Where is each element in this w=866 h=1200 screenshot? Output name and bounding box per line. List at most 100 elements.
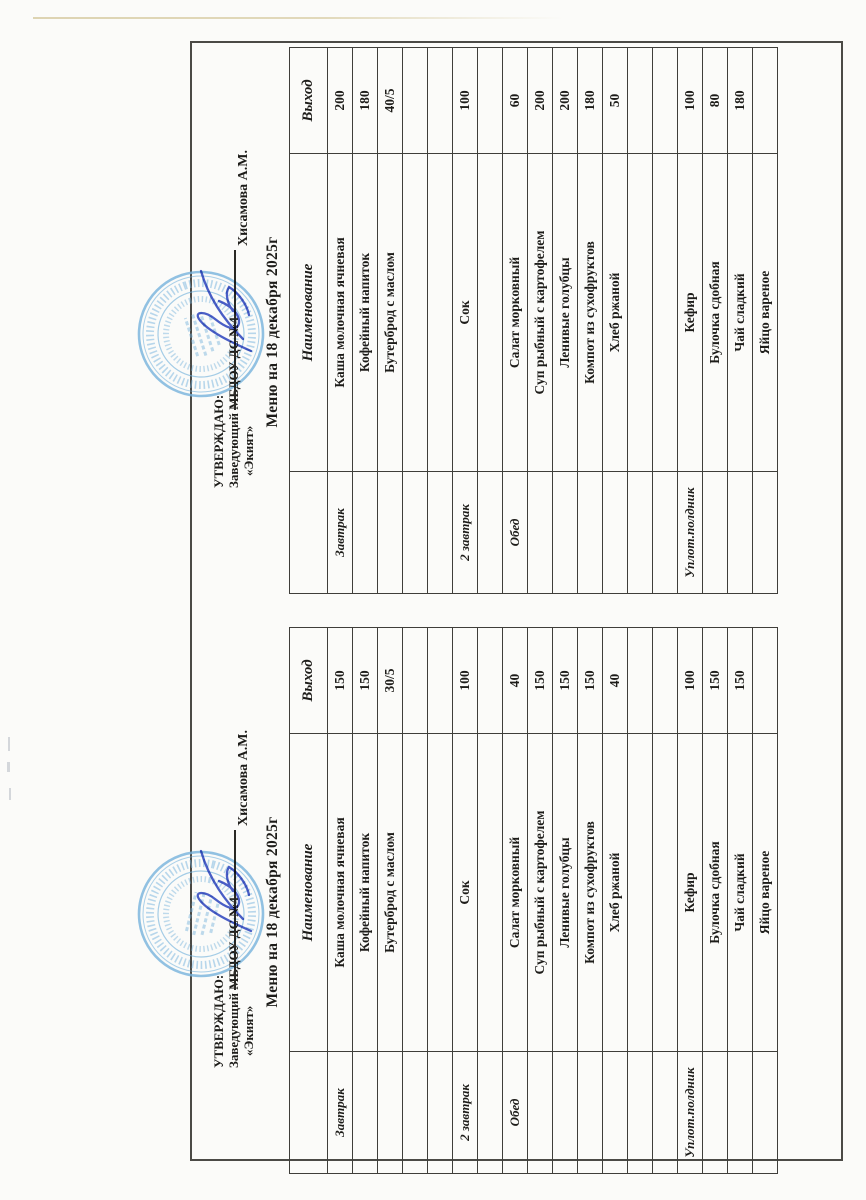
menu-table-header-row: Наименование Выход — [289, 627, 328, 1174]
meal-label-cell — [702, 1051, 728, 1174]
meal-label-cell: Уплот.полдник — [677, 1051, 703, 1174]
menu-table-row: Бутерброд с маслом 40/5 — [377, 47, 403, 594]
dish-name-cell: Кофейный напиток — [352, 733, 378, 1052]
menu-table-row: Обед Салат морковный 40 — [502, 627, 528, 1174]
portion-value-cell: 100 — [452, 47, 478, 154]
dish-name-cell — [427, 153, 453, 472]
dish-name-cell: Компот из сухофруктов — [577, 153, 603, 472]
dish-name-cell: Кефир — [677, 733, 703, 1052]
meal-label-cell — [627, 1051, 653, 1174]
dish-name-cell: Бутерброд с маслом — [377, 733, 403, 1052]
meal-label-cell: 2 завтрак — [452, 1051, 478, 1174]
portion-value-cell: 150 — [552, 627, 578, 734]
scan-edge-mark — [8, 737, 10, 751]
portion-value-cell: 50 — [602, 47, 628, 154]
menu-table-row: Хлеб ржаной 40 — [602, 627, 628, 1174]
meal-label-cell — [602, 1051, 628, 1174]
meal-label-cell: Обед — [502, 471, 528, 594]
dish-name-cell: Чай сладкий — [727, 153, 753, 472]
meal-label-cell — [702, 471, 728, 594]
dish-name-cell: Чай сладкий — [727, 733, 753, 1052]
meal-label-cell — [477, 1051, 503, 1174]
menu-table-row: Кофейный напиток 180 — [352, 47, 378, 594]
dish-name-cell: Суп рыбный с картофелем — [527, 153, 553, 472]
menu-table: Наименование Выход Завтрак Каша молочная … — [289, 47, 778, 594]
meal-label-cell — [602, 471, 628, 594]
menu-table-row: Ленивые голубцы 150 — [552, 627, 578, 1174]
menu-table-row: Суп рыбный с картофелем 150 — [527, 627, 553, 1174]
round-stamp-icon — [135, 268, 267, 400]
menu-table-row: Ленивые голубцы 200 — [552, 47, 578, 594]
menu-sheet-1: УТВЕРЖДАЮ: Заведующий МБДОУ ДС №4 «Экият… — [137, 40, 789, 596]
signature-ink — [189, 259, 263, 363]
portion-value-cell: 150 — [702, 627, 728, 734]
dish-name-cell: Булочка сдобная — [702, 733, 728, 1052]
dish-name-cell: Кефир — [677, 153, 703, 472]
menu-table-row: Яйцо вареное — [752, 47, 778, 594]
menu-table-row — [652, 47, 678, 594]
menu-table-row — [652, 627, 678, 1174]
dish-name-cell: Кофейный напиток — [352, 153, 378, 472]
dish-name-cell — [627, 153, 653, 472]
portion-value-cell: 180 — [352, 47, 378, 154]
meal-label-cell — [752, 1051, 778, 1174]
menu-table-row: Обед Салат морковный 60 — [502, 47, 528, 594]
menu-table-row: Булочка сдобная 150 — [702, 627, 728, 1174]
menu-table-row: Чай сладкий 180 — [727, 47, 753, 594]
portion-value-cell: 150 — [577, 627, 603, 734]
menu-table-row: 2 завтрак Сок 100 — [452, 627, 478, 1174]
column-header-name: Наименование — [289, 733, 328, 1052]
menu-table-row: Уплот.полдник Кефир 100 — [677, 47, 703, 594]
dish-name-cell: Компот из сухофруктов — [577, 733, 603, 1052]
column-header-out: Выход — [289, 47, 328, 154]
meal-label-cell — [577, 1051, 603, 1174]
portion-value-cell — [402, 47, 428, 154]
dish-name-cell: Булочка сдобная — [702, 153, 728, 472]
meal-label-cell — [352, 471, 378, 594]
meal-label-cell — [552, 1051, 578, 1174]
menu-table-row — [627, 47, 653, 594]
meal-label-cell — [577, 471, 603, 594]
scan-artifact-line — [33, 17, 563, 19]
meal-label-cell — [402, 471, 428, 594]
portion-value-cell — [627, 47, 653, 154]
portion-value-cell — [477, 627, 503, 734]
meal-label-cell — [377, 1051, 403, 1174]
portion-value-cell: 150 — [327, 627, 353, 734]
menu-table-row — [627, 627, 653, 1174]
meal-label-cell — [352, 1051, 378, 1174]
dish-name-cell: Хлеб ржаной — [602, 733, 628, 1052]
menu-table-row: Хлеб ржаной 50 — [602, 47, 628, 594]
dish-name-cell — [627, 733, 653, 1052]
dish-name-cell — [402, 733, 428, 1052]
portion-value-cell: 40 — [602, 627, 628, 734]
menu-table-row: Завтрак Каша молочная ячневая 200 — [327, 47, 353, 594]
portion-value-cell: 40 — [502, 627, 528, 734]
column-header-out: Выход — [289, 627, 328, 734]
dish-name-cell: Каша молочная ячневая — [327, 153, 353, 472]
menu-table-row: Компот из сухофруктов 150 — [577, 627, 603, 1174]
meal-label-cell — [377, 471, 403, 594]
portion-value-cell — [427, 47, 453, 154]
menu-table-header-row: Наименование Выход — [289, 47, 328, 594]
menu-table-row: Завтрак Каша молочная ячневая 150 — [327, 627, 353, 1174]
meal-label-cell: Завтрак — [327, 1051, 353, 1174]
meal-label-cell: Обед — [502, 1051, 528, 1174]
meal-label-cell: Завтрак — [327, 471, 353, 594]
portion-value-cell: 150 — [527, 627, 553, 734]
menu-table-row: Суп рыбный с картофелем 200 — [527, 47, 553, 594]
meal-label-cell — [627, 471, 653, 594]
dish-name-cell: Ленивые голубцы — [552, 153, 578, 472]
portion-value-cell: 60 — [502, 47, 528, 154]
menu-sheet-2: УТВЕРЖДАЮ: Заведующий МБДОУ ДС №4 «Экият… — [137, 620, 789, 1176]
meal-label-cell — [527, 1051, 553, 1174]
menu-table-row — [402, 47, 428, 594]
menu-table: Наименование Выход Завтрак Каша молочная … — [289, 627, 778, 1174]
portion-value-cell: 100 — [452, 627, 478, 734]
menu-table-row: Булочка сдобная 80 — [702, 47, 728, 594]
portion-value-cell: 30/5 — [377, 627, 403, 734]
dish-name-cell: Хлеб ржаной — [602, 153, 628, 472]
menu-table-row: Бутерброд с маслом 30/5 — [377, 627, 403, 1174]
menu-table-row: Уплот.полдник Кефир 100 — [677, 627, 703, 1174]
menu-table-row: 2 завтрак Сок 100 — [452, 47, 478, 594]
